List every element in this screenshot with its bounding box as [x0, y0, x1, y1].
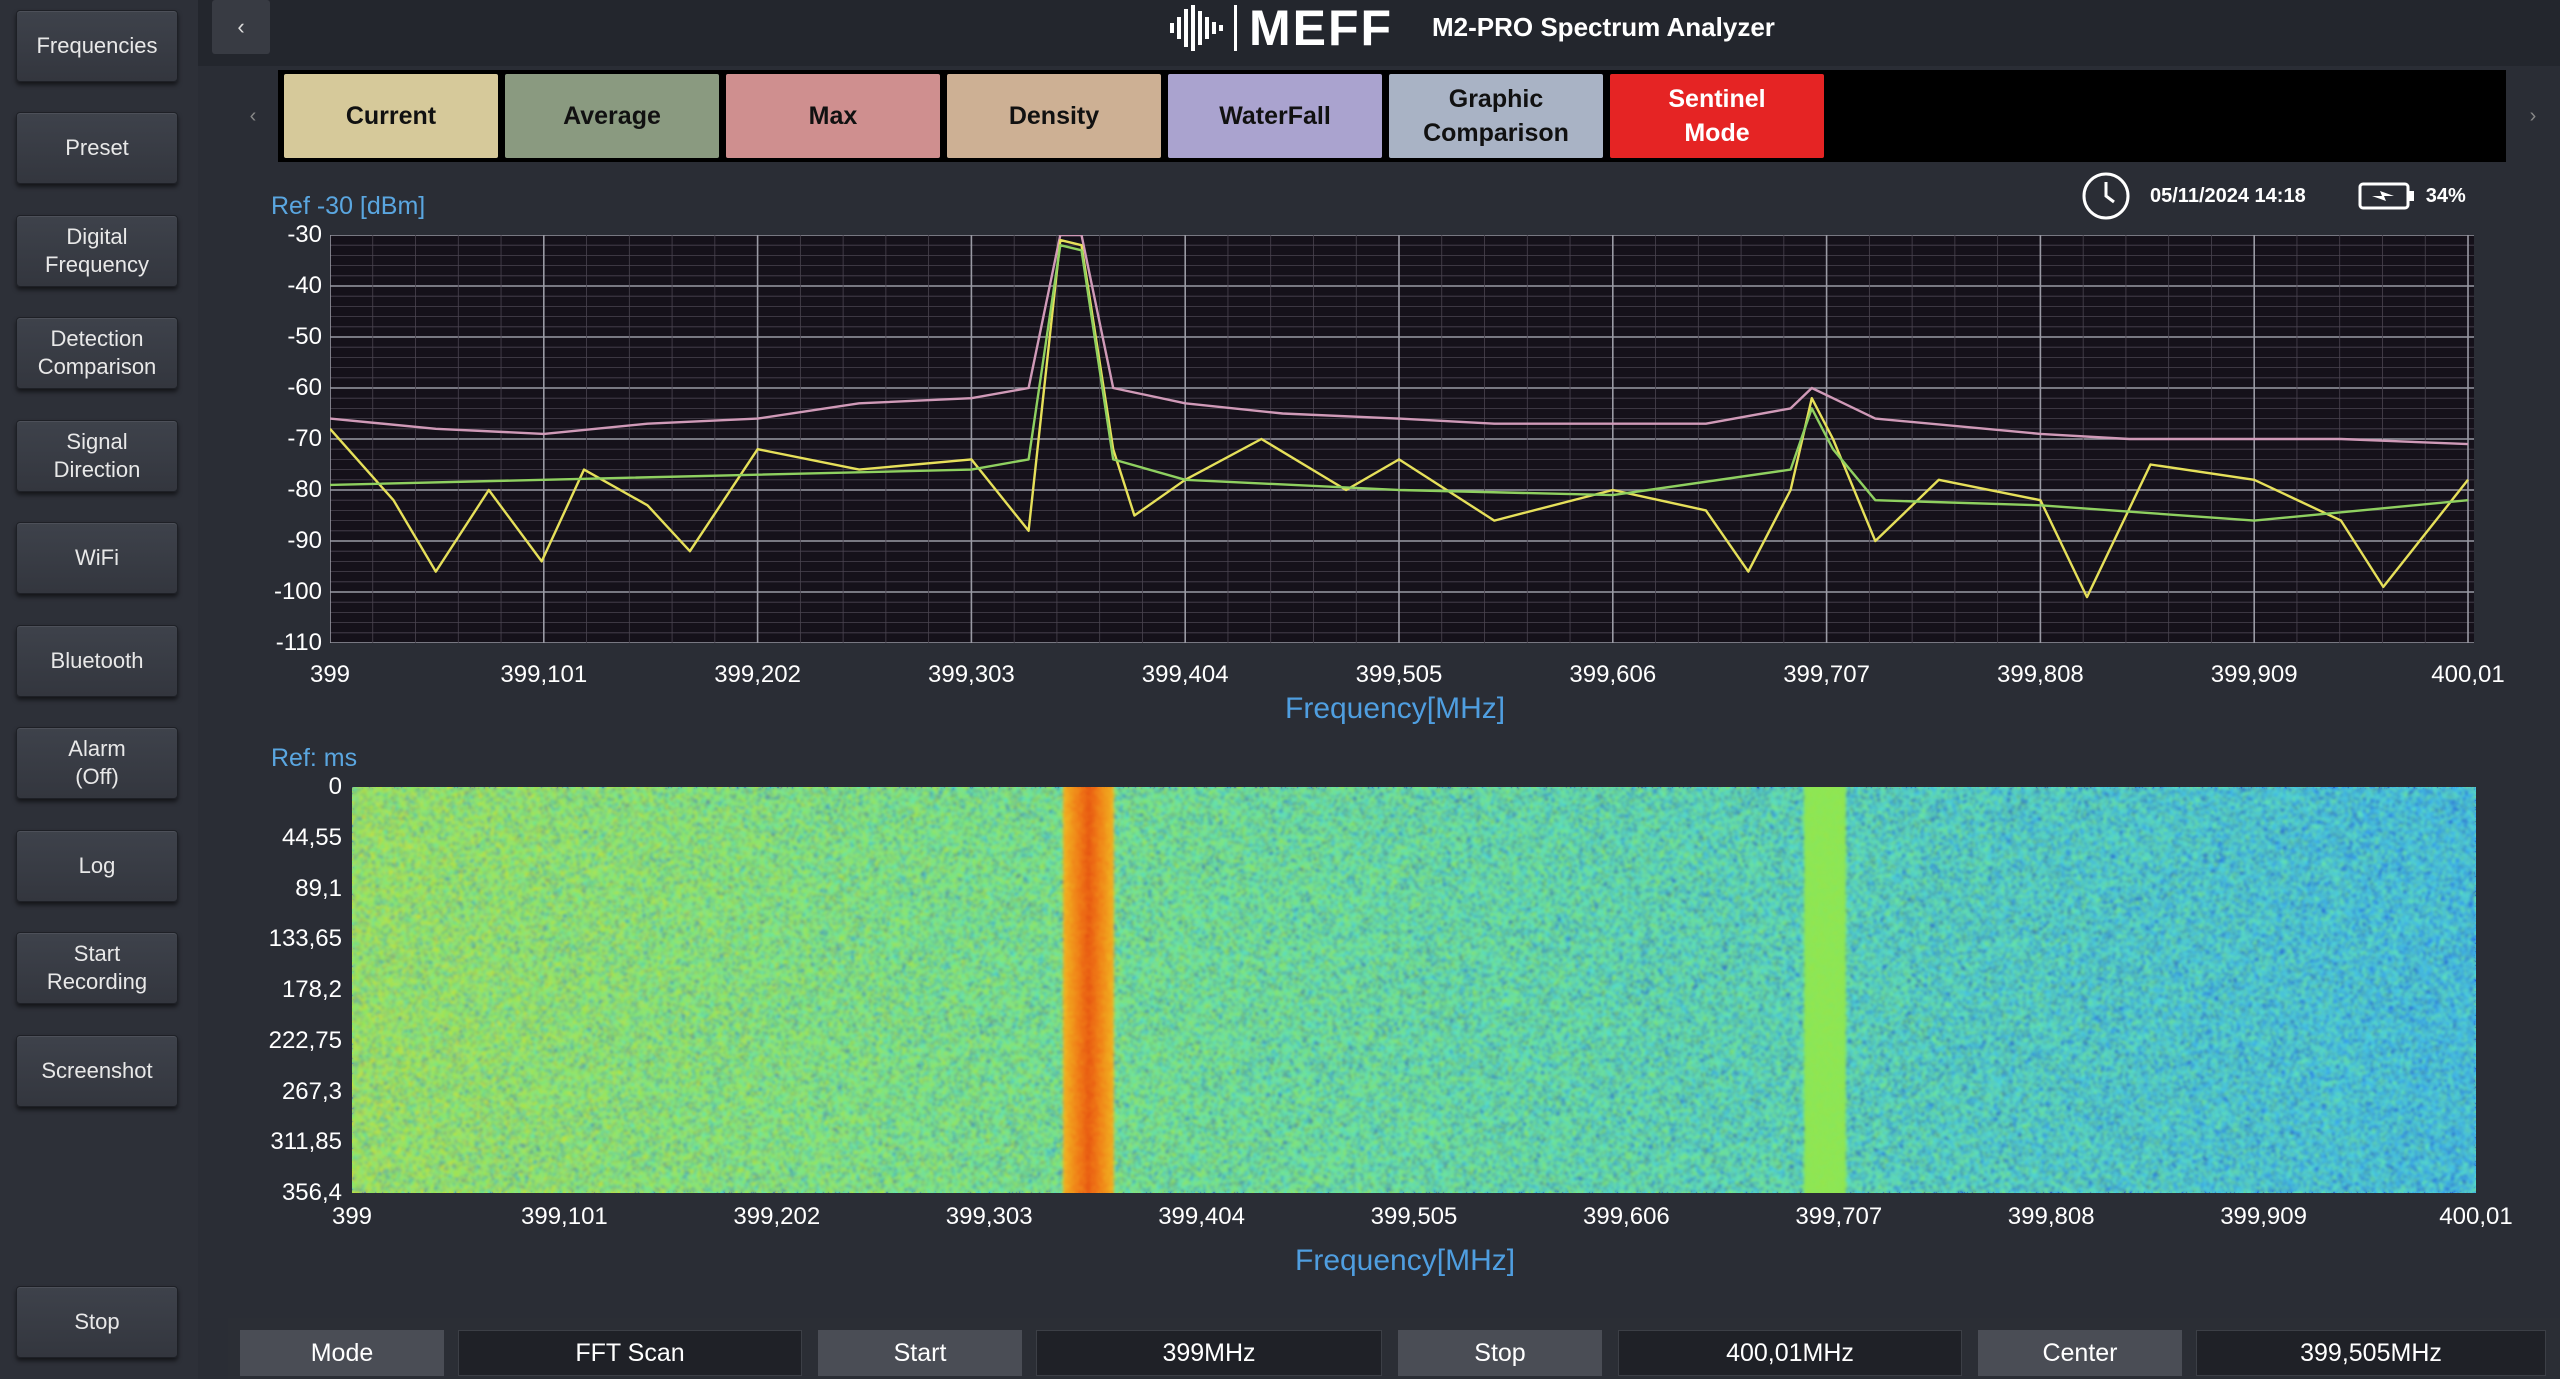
waterfall-y-tick: 311,85: [270, 1128, 342, 1156]
datetime-display: 05/11/2024 14:18: [2150, 184, 2306, 207]
spectrum-x-tick: 399,606: [1569, 661, 1657, 688]
tab-current[interactable]: Current: [284, 74, 498, 158]
spectrum-y-tick: -60: [287, 374, 322, 401]
tab-scroll-right-button[interactable]: ›: [2506, 70, 2560, 162]
tab-graphic-comparison[interactable]: Graphic Comparison: [1389, 74, 1603, 158]
waterfall-ref-label: Ref: ms: [271, 744, 358, 772]
waterfall-y-tick: 44,55: [281, 823, 342, 851]
logo: MEFF: [1170, 0, 1393, 56]
spectrum-y-tick: -80: [287, 476, 322, 503]
start-recording-button[interactable]: Start Recording: [16, 932, 178, 1004]
mode-label: Mode: [240, 1330, 444, 1376]
waterfall-y-tick: 133,65: [268, 925, 342, 953]
mode-value[interactable]: FFT Scan: [458, 1330, 802, 1376]
spectrum-y-tick: -30: [287, 221, 322, 248]
waterfall-x-axis-label: Frequency[MHz]: [1295, 1244, 1516, 1277]
spectrum-x-tick: 399,101: [500, 661, 588, 688]
digital-frequency-button[interactable]: Digital Frequency: [16, 215, 178, 287]
bottom-bar: Mode FFT Scan Start 399MHz Stop 400,01MH…: [228, 1318, 2560, 1379]
spectrum-y-tick: -90: [287, 527, 322, 554]
frequencies-button[interactable]: Frequencies: [16, 10, 178, 82]
signal-direction-button[interactable]: Signal Direction: [16, 420, 178, 492]
waterfall-x-tick: 399,505: [1370, 1203, 1458, 1230]
waterfall-y-tick: 222,75: [268, 1026, 342, 1054]
start-frequency-value[interactable]: 399MHz: [1036, 1330, 1382, 1376]
chevron-left-icon: ‹: [249, 104, 257, 127]
bluetooth-button[interactable]: Bluetooth: [16, 625, 178, 697]
logo-text: MEFF: [1249, 0, 1394, 56]
app-title: M2-PRO Spectrum Analyzer: [1432, 12, 1775, 42]
waterfall-x-tick: 399,202: [733, 1203, 821, 1230]
logo-separator: [1234, 5, 1237, 51]
spectrum-x-tick: 399,505: [1355, 661, 1443, 688]
tab-waterfall[interactable]: WaterFall: [1168, 74, 1382, 158]
detection-comparison-button[interactable]: Detection Comparison: [16, 317, 178, 389]
header-bar: [198, 0, 2560, 66]
log-button[interactable]: Log: [16, 830, 178, 902]
spectrum-ref-label: Ref -30 [dBm]: [271, 192, 426, 220]
waterfall-x-tick: 399,808: [2007, 1203, 2095, 1230]
waterfall-x-tick: 399,909: [2220, 1203, 2307, 1230]
waterfall-x-tick: 399,303: [945, 1203, 1033, 1230]
tab-max[interactable]: Max: [726, 74, 940, 158]
center-frequency-value[interactable]: 399,505MHz: [2196, 1330, 2546, 1376]
waterfall-x-tick: 399: [331, 1203, 373, 1230]
spectrum-x-tick: 399,404: [1141, 661, 1229, 688]
spectrum-y-tick: -100: [273, 578, 322, 605]
battery-percent: 34%: [2425, 184, 2466, 207]
waterfall-y-tick: 356,4: [281, 1179, 342, 1206]
spectrum-x-tick: 399,707: [1783, 661, 1870, 688]
chevron-right-icon: ›: [2529, 104, 2537, 127]
soundwave-logo-icon: [1170, 5, 1223, 51]
center-label: Center: [1978, 1330, 2182, 1376]
stop-button[interactable]: Stop: [16, 1286, 178, 1358]
spectrum-x-tick: 400,01: [2431, 661, 2505, 688]
spectrum-series-1: [330, 238, 2469, 599]
preset-button[interactable]: Preset: [16, 112, 178, 184]
spectrum-x-tick: 399,909: [2210, 661, 2298, 688]
wifi-button[interactable]: WiFi: [16, 522, 178, 594]
tab-sentinel-mode[interactable]: Sentinel Mode: [1610, 74, 1824, 158]
status-area: 05/11/2024 14:18 34%: [2080, 168, 2466, 224]
sidebar: Frequencies Preset Digital Frequency Det…: [0, 0, 198, 1379]
spectrum-x-tick: 399,202: [714, 661, 801, 688]
spectrum-y-tick: -40: [287, 272, 322, 299]
tab-bar: ‹ Current Average Max Density WaterFall …: [228, 70, 2560, 162]
tab-average[interactable]: Average: [505, 74, 719, 158]
alarm-button[interactable]: Alarm (Off): [16, 727, 178, 799]
waterfall-y-tick: 89,1: [295, 874, 342, 902]
waterfall-y-tick: 0: [328, 773, 342, 800]
spectrum-chart: [330, 235, 2474, 643]
spectrum-y-tick: -50: [287, 323, 322, 350]
waterfall-y-tick: 178,2: [281, 976, 342, 1003]
waterfall-x-tick: 400,01: [2439, 1203, 2513, 1230]
spectrum-series-0: [330, 235, 2469, 446]
spectrum-x-axis-label: Frequency[MHz]: [1285, 692, 1506, 725]
waterfall-heatmap: [352, 787, 2476, 1193]
chevron-left-icon: ‹: [237, 14, 245, 39]
waterfall-x-tick: 399,404: [1158, 1203, 1245, 1230]
waterfall-y-tick: 267,3: [281, 1077, 342, 1105]
tab-scroll-left-button[interactable]: ‹: [228, 70, 278, 162]
spectrum-x-tick: 399,808: [1997, 661, 2084, 688]
spectrum-y-tick: -70: [287, 425, 322, 452]
tab-density[interactable]: Density: [947, 74, 1161, 158]
start-label: Start: [818, 1330, 1022, 1376]
waterfall-x-tick: 399,707: [1795, 1203, 1883, 1230]
collapse-sidebar-button[interactable]: ‹: [212, 0, 270, 54]
stop-label: Stop: [1398, 1330, 1602, 1376]
waterfall-x-tick: 399,606: [1583, 1203, 1670, 1230]
battery-charging-icon: [2358, 182, 2414, 210]
spectrum-x-tick: 399: [309, 661, 351, 688]
clock-icon: [2082, 172, 2130, 220]
waterfall-x-tick: 399,101: [521, 1203, 608, 1230]
stop-frequency-value[interactable]: 400,01MHz: [1618, 1330, 1962, 1376]
spectrum-series-2: [330, 243, 2469, 522]
screenshot-button[interactable]: Screenshot: [16, 1035, 178, 1107]
spectrum-y-tick: -110: [275, 629, 322, 656]
spectrum-x-tick: 399,303: [928, 661, 1015, 688]
